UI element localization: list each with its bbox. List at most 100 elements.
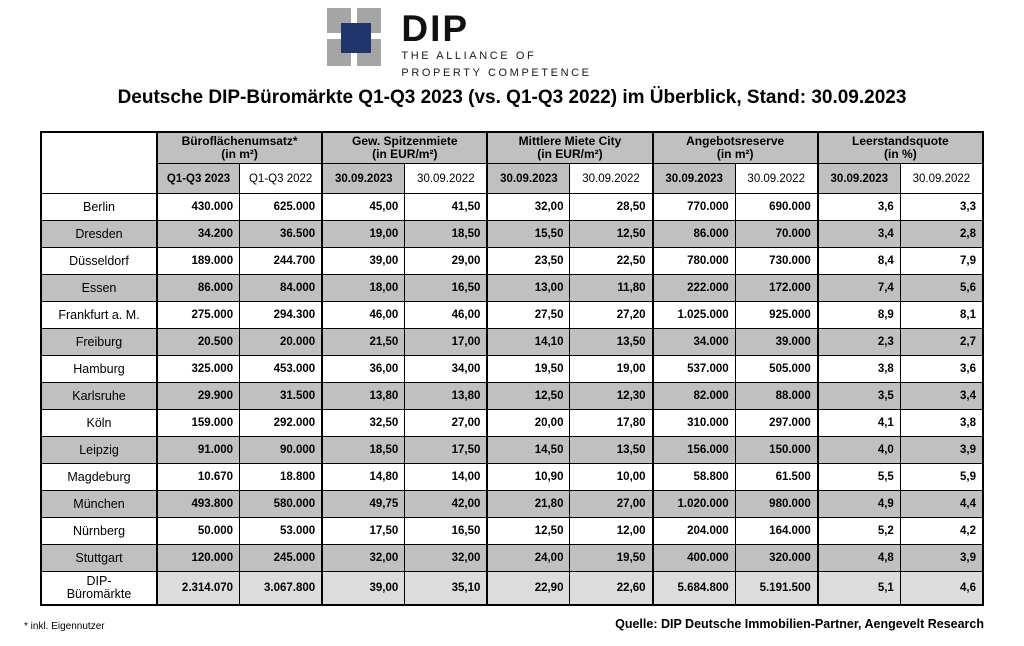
market-table: Büroflächenumsatz* (in m²) Gew. Spitzenmie… <box>40 131 984 606</box>
value-cell: 120.000 <box>156 544 241 572</box>
value-cell: 5,6 <box>899 274 984 302</box>
value-cell: 16,50 <box>404 274 488 302</box>
value-cell: 3,3 <box>899 193 984 221</box>
value-cell: 12,50 <box>569 220 654 248</box>
value-cell: 297.000 <box>734 409 819 437</box>
value-cell: 91.000 <box>156 436 241 464</box>
value-cell: 49,75 <box>321 490 406 518</box>
value-cell: 45,00 <box>321 193 406 221</box>
city-name: Karlsruhe <box>40 382 158 410</box>
value-cell: 13,50 <box>569 436 654 464</box>
table-row: Düsseldorf 189.000 244.700 39,00 29,00 23,50 2… <box>40 247 984 275</box>
city-name: Essen <box>40 274 158 302</box>
value-cell: 5.684.800 <box>651 571 736 606</box>
value-cell: 12,50 <box>486 517 571 545</box>
group-label: Gew. Spitzenmiete <box>351 134 458 148</box>
value-cell: 18.800 <box>239 463 323 491</box>
value-cell: 325.000 <box>156 355 241 383</box>
value-cell: 2,8 <box>899 220 984 248</box>
footnote: * inkl. Eigennutzer <box>24 621 105 632</box>
value-cell: 222.000 <box>651 274 736 302</box>
value-cell: 31.500 <box>239 382 323 410</box>
value-cell: 35,10 <box>404 571 488 606</box>
value-cell: 310.000 <box>651 409 736 437</box>
value-cell: 925.000 <box>734 301 819 329</box>
value-cell: 70.000 <box>734 220 819 248</box>
city-name: Dresden <box>40 220 158 248</box>
column-header: Q1-Q3 2022 <box>239 163 323 194</box>
group-label: Angebotsreserve <box>686 134 785 148</box>
value-cell: 41,50 <box>404 193 488 221</box>
value-cell: 12,50 <box>486 382 571 410</box>
brand-tagline-line2: PROPERTY COMPETENCE <box>401 67 592 79</box>
value-cell: 5.191.500 <box>734 571 819 606</box>
value-cell: 400.000 <box>651 544 736 572</box>
value-cell: 29.900 <box>156 382 241 410</box>
value-cell: 3,9 <box>899 544 984 572</box>
value-cell: 46,00 <box>404 301 488 329</box>
value-cell: 164.000 <box>734 517 819 545</box>
group-header: Gew. Spitzenmiete (in EUR/m²) <box>321 131 488 164</box>
value-cell: 2,3 <box>816 328 901 356</box>
value-cell: 275.000 <box>156 301 241 329</box>
value-cell: 3.067.800 <box>239 571 323 606</box>
value-cell: 21,80 <box>486 490 571 518</box>
value-cell: 244.700 <box>239 247 323 275</box>
value-cell: 19,50 <box>569 544 654 572</box>
group-header: Leerstandsquote (in %) <box>816 131 984 164</box>
value-cell: 13,80 <box>321 382 406 410</box>
table-row: Hamburg 325.000 453.000 36,00 34,00 19,50 19,0… <box>40 355 984 383</box>
sub-header-row: Q1-Q3 2023 Q1-Q3 2022 30.09.2023 30.09.2022… <box>41 163 984 194</box>
value-cell: 34.200 <box>156 220 241 248</box>
value-cell: 17,50 <box>404 436 488 464</box>
value-cell: 17,50 <box>321 517 406 545</box>
table-row: Karlsruhe 29.900 31.500 13,80 13,80 12,50 12,3… <box>40 382 984 410</box>
city-name: Berlin <box>40 193 158 221</box>
city-name: Leipzig <box>40 436 158 464</box>
city-name: Hamburg <box>40 355 158 383</box>
value-cell: 20,00 <box>486 409 571 437</box>
value-cell: 3,5 <box>816 382 901 410</box>
value-cell: 4,2 <box>899 517 984 545</box>
value-cell: 22,90 <box>486 571 571 606</box>
table-row: Frankfurt a. M. 275.000 294.300 46,00 46,00 2… <box>40 301 984 329</box>
table-row: Leipzig 91.000 90.000 18,50 17,50 14,50 13,50 1… <box>40 436 984 464</box>
value-cell: 34.000 <box>651 328 736 356</box>
value-cell: 53.000 <box>239 517 323 545</box>
value-cell: 10.670 <box>156 463 241 491</box>
value-cell: 18,50 <box>404 220 488 248</box>
value-cell: 86.000 <box>156 274 241 302</box>
value-cell: 50.000 <box>156 517 241 545</box>
value-cell: 28,50 <box>569 193 654 221</box>
value-cell: 625.000 <box>239 193 323 221</box>
value-cell: 8,1 <box>899 301 984 329</box>
city-name: Freiburg <box>40 328 158 356</box>
city-name: Frankfurt a. M. <box>40 301 158 329</box>
value-cell: 17,00 <box>404 328 488 356</box>
value-cell: 156.000 <box>651 436 736 464</box>
value-cell: 3,6 <box>899 355 984 383</box>
value-cell: 5,2 <box>816 517 901 545</box>
value-cell: 770.000 <box>651 193 736 221</box>
value-cell: 24,00 <box>486 544 571 572</box>
value-cell: 19,00 <box>569 355 654 383</box>
value-cell: 21,50 <box>321 328 406 356</box>
value-cell: 780.000 <box>651 247 736 275</box>
value-cell: 46,00 <box>321 301 406 329</box>
value-cell: 18,00 <box>321 274 406 302</box>
value-cell: 292.000 <box>239 409 323 437</box>
city-name: DIP- Büromärkte <box>40 571 158 606</box>
group-unit: (in EUR/m²) <box>372 147 438 161</box>
source-credit: Quelle: DIP Deutsche Immobilien-Partner,… <box>615 617 984 631</box>
value-cell: 5,5 <box>816 463 901 491</box>
value-cell: 294.300 <box>239 301 323 329</box>
value-cell: 245.000 <box>239 544 323 572</box>
group-label: Leerstandsquote <box>852 134 949 148</box>
value-cell: 61.500 <box>734 463 819 491</box>
value-cell: 4,0 <box>816 436 901 464</box>
value-cell: 42,00 <box>404 490 488 518</box>
column-header: 30.09.2022 <box>404 163 488 194</box>
group-unit: (in m²) <box>716 147 754 161</box>
value-cell: 690.000 <box>734 193 819 221</box>
value-cell: 16,50 <box>404 517 488 545</box>
